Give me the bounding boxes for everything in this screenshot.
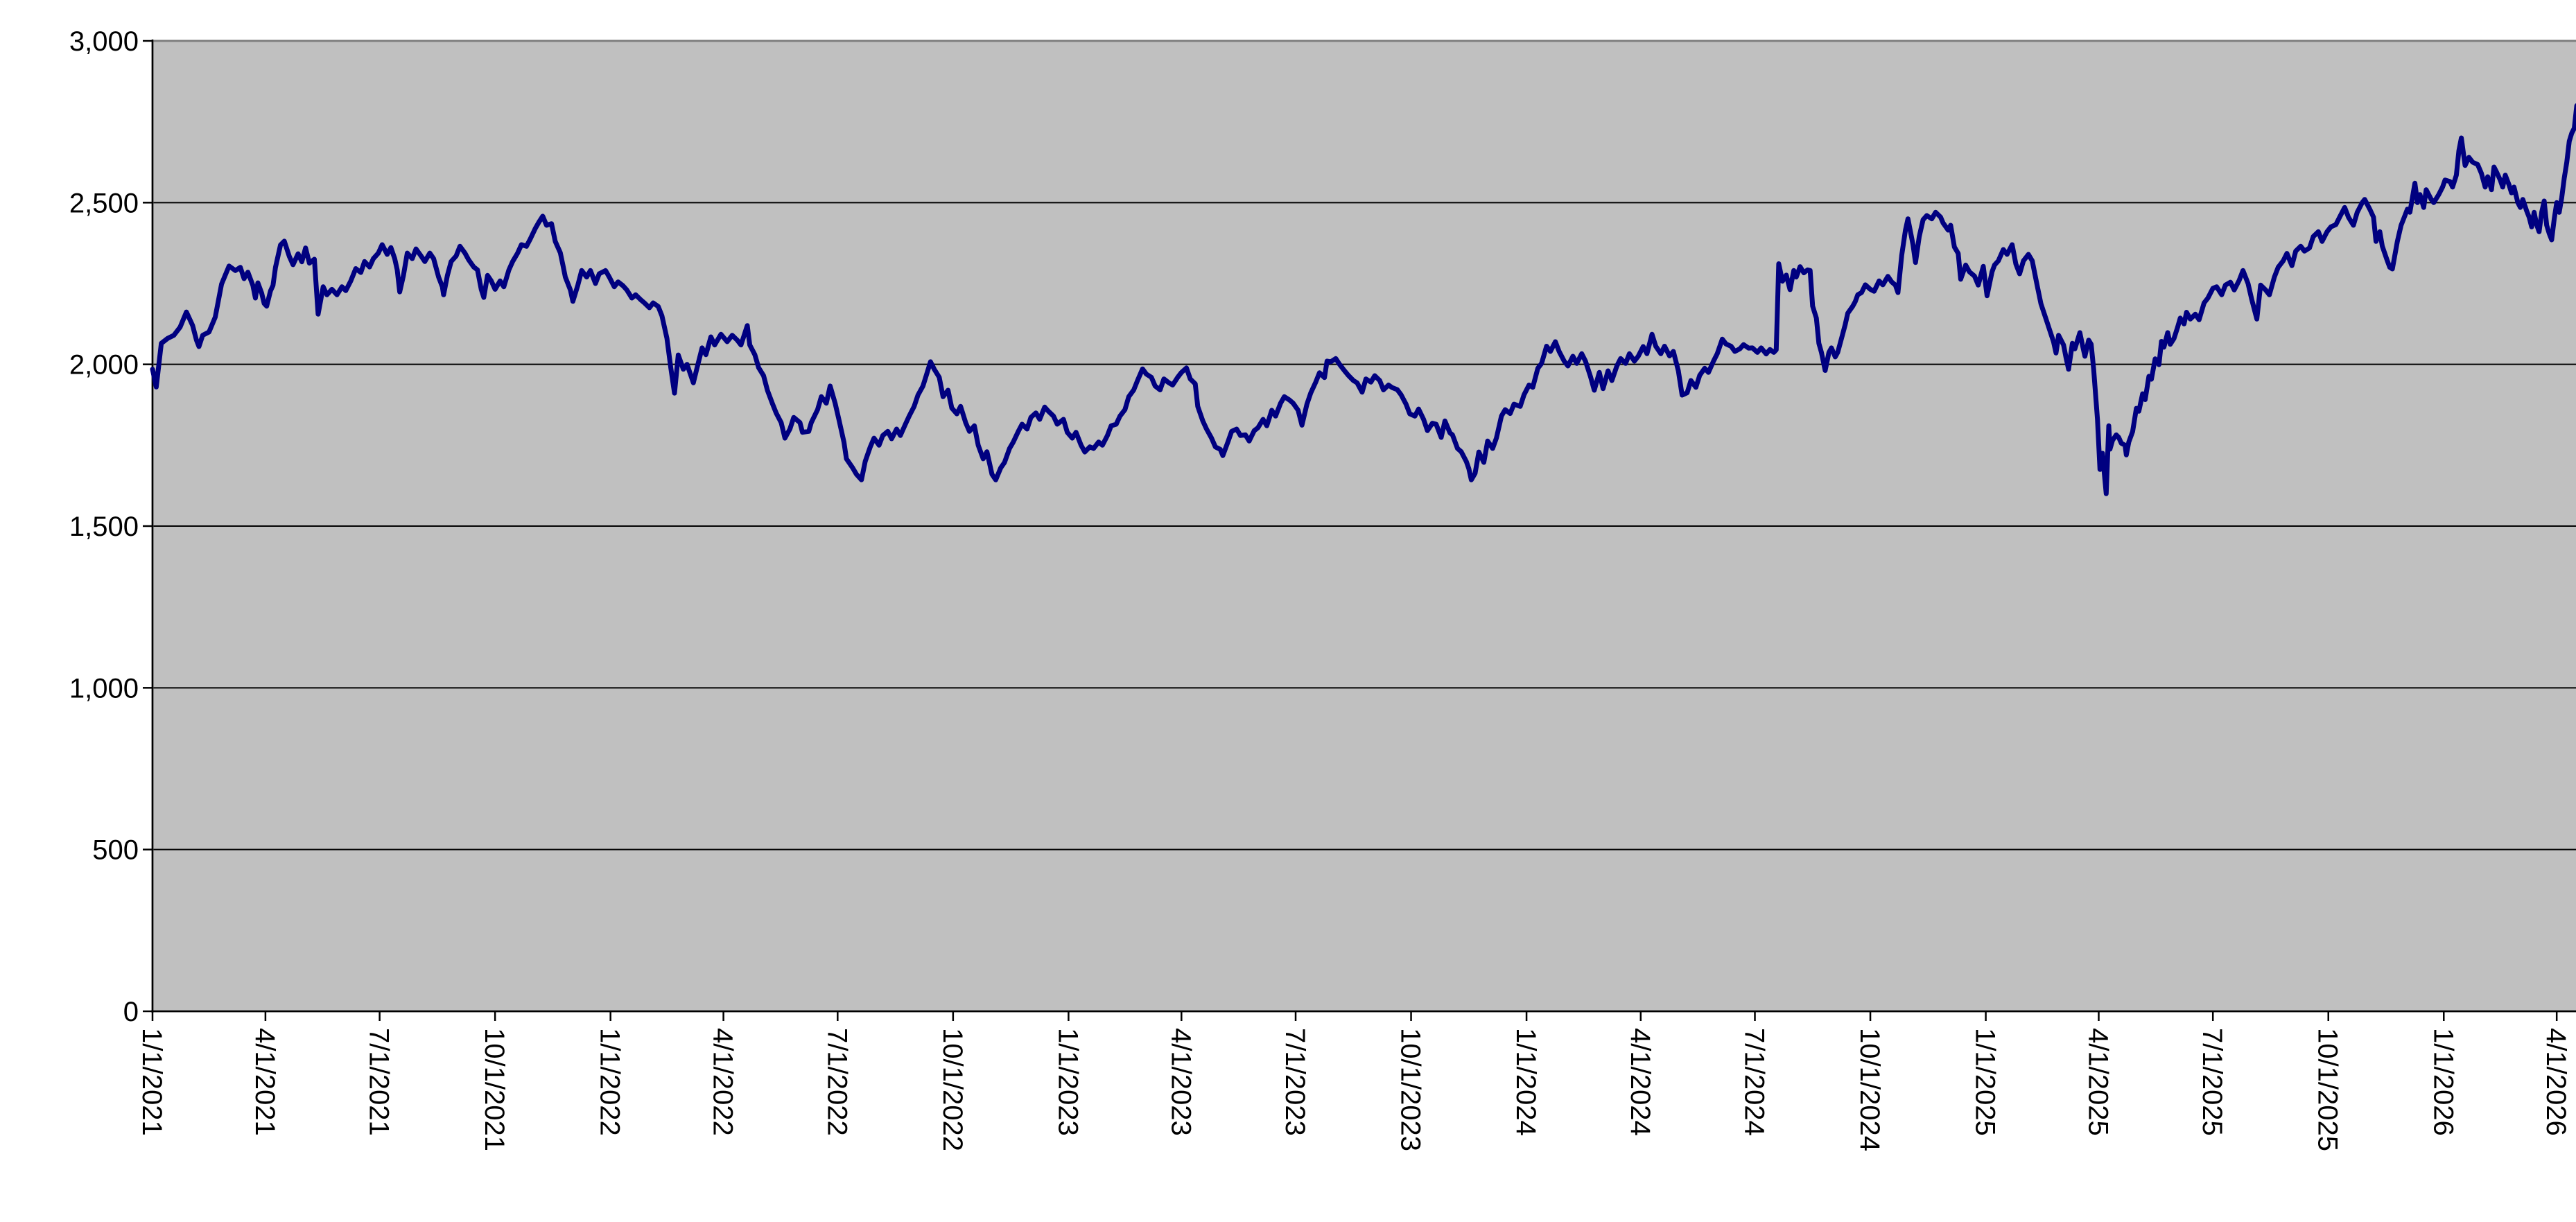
x-axis-label: 10/1/2025 bbox=[2313, 1028, 2343, 1151]
x-axis-label: 10/1/2022 bbox=[937, 1028, 968, 1151]
y-axis-label: 500 bbox=[92, 835, 139, 866]
x-axis-label: 1/1/2024 bbox=[1511, 1028, 1541, 1136]
x-axis-label: 7/1/2022 bbox=[821, 1028, 852, 1136]
x-axis-label: 1/1/2023 bbox=[1052, 1028, 1083, 1136]
x-axis-label: 4/1/2024 bbox=[1625, 1028, 1655, 1136]
y-axis-label: 1,500 bbox=[69, 512, 139, 542]
y-axis-label: 2,500 bbox=[69, 188, 139, 218]
y-axis-label: 2,000 bbox=[69, 350, 139, 381]
x-axis-label: 10/1/2021 bbox=[479, 1028, 510, 1151]
x-axis-label: 7/1/2025 bbox=[2197, 1028, 2227, 1136]
x-axis-label: 4/1/2023 bbox=[1165, 1028, 1196, 1136]
stock-index-line-chart: 0 500 1,000 1,500 2,000 2,500 3,000 1/1/2021 4/1… bbox=[28, 11, 2576, 1211]
y-axis-label: 0 bbox=[123, 997, 139, 1027]
x-axis-label: 1/1/2021 bbox=[137, 1028, 167, 1136]
x-axis-label: 7/1/2021 bbox=[364, 1028, 394, 1136]
x-axis-label: 7/1/2023 bbox=[1280, 1028, 1310, 1136]
x-axis-label: 1/1/2022 bbox=[595, 1028, 625, 1136]
x-axis-label: 4/1/2022 bbox=[708, 1028, 738, 1136]
x-axis-label: 10/1/2023 bbox=[1395, 1028, 1426, 1151]
x-axis-label: 1/1/2026 bbox=[2428, 1028, 2458, 1136]
y-axis-label: 1,000 bbox=[69, 673, 139, 704]
series-line bbox=[150, 103, 2576, 496]
x-axis-label: 1/1/2025 bbox=[1970, 1028, 2001, 1136]
x-axis-label: 7/1/2024 bbox=[1739, 1028, 1770, 1136]
x-axis-label: 4/1/2026 bbox=[2541, 1028, 2571, 1136]
y-axis-label: 3,000 bbox=[69, 26, 139, 57]
x-axis-label: 4/1/2021 bbox=[250, 1028, 280, 1136]
x-axis-label: 10/1/2024 bbox=[1854, 1028, 1885, 1151]
chart-svg: 0 500 1,000 1,500 2,000 2,500 3,000 1/1/2021 4/1… bbox=[69, 26, 2576, 1151]
x-axis-label: 4/1/2025 bbox=[2082, 1028, 2113, 1136]
